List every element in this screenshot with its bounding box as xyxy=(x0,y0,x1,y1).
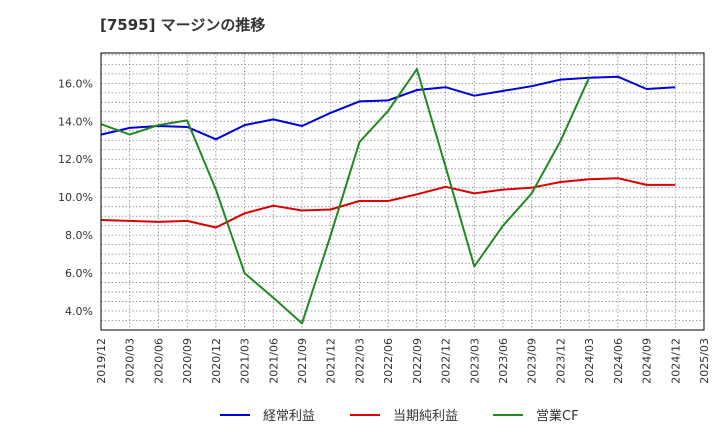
x-tick-label: 2025/03 xyxy=(698,338,711,384)
y-tick-label: 16.0% xyxy=(58,77,93,90)
series-line-1 xyxy=(100,177,676,229)
x-tick-label: 2023/03 xyxy=(468,338,481,384)
x-tick-label: 2023/06 xyxy=(497,338,510,384)
legend-label-0: 経常利益 xyxy=(263,409,315,424)
y-tick-label: 10.0% xyxy=(58,191,93,204)
y-tick-label: 4.0% xyxy=(65,305,93,318)
x-tick-label: 2022/09 xyxy=(411,338,424,384)
x-tick-label: 2024/09 xyxy=(641,338,654,384)
x-axis-ticks: 2019/12 2020/03 2020/06 2020/09 2020/12 2021/… xyxy=(95,338,711,384)
plot-area xyxy=(101,53,704,330)
x-tick-label: 2022/06 xyxy=(382,338,395,384)
x-tick-label: 2021/12 xyxy=(325,338,338,384)
series-lines xyxy=(100,68,676,325)
x-tick-label: 2020/09 xyxy=(181,338,194,384)
x-tick-label: 2022/12 xyxy=(440,338,453,384)
y-tick-label: 6.0% xyxy=(65,267,93,280)
chart-title: [7595] マージンの推移 xyxy=(100,16,265,34)
x-tick-label: 2024/06 xyxy=(612,338,625,384)
plot-frame xyxy=(100,52,705,331)
x-tick-label: 2023/09 xyxy=(526,338,539,384)
y-tick-label: 14.0% xyxy=(58,115,93,128)
x-tick-label: 2023/12 xyxy=(554,338,567,384)
x-tick-label: 2020/03 xyxy=(124,338,137,384)
x-tick-label: 2020/06 xyxy=(152,338,165,384)
y-axis-ticks: 4.0% 6.0% 8.0% 10.0% 12.0% 14.0% 16.0% xyxy=(58,77,93,318)
x-tick-label: 2021/03 xyxy=(239,338,252,384)
x-tick-label: 2019/12 xyxy=(95,338,108,384)
series-line-2 xyxy=(100,68,591,325)
y-tick-label: 8.0% xyxy=(65,229,93,242)
x-tick-label: 2022/03 xyxy=(353,338,366,384)
legend-label-2: 営業CF xyxy=(536,408,579,424)
x-tick-label: 2024/12 xyxy=(669,338,682,384)
x-tick-label: 2021/06 xyxy=(267,338,280,384)
y-tick-label: 12.0% xyxy=(58,153,93,166)
x-tick-label: 2024/03 xyxy=(583,338,596,384)
x-tick-label: 2021/09 xyxy=(296,338,309,384)
x-tick-label: 2020/12 xyxy=(210,338,223,384)
series-line-0 xyxy=(100,75,676,141)
legend: 経常利益 当期純利益 営業CF xyxy=(220,408,579,424)
legend-label-1: 当期純利益 xyxy=(393,409,458,424)
